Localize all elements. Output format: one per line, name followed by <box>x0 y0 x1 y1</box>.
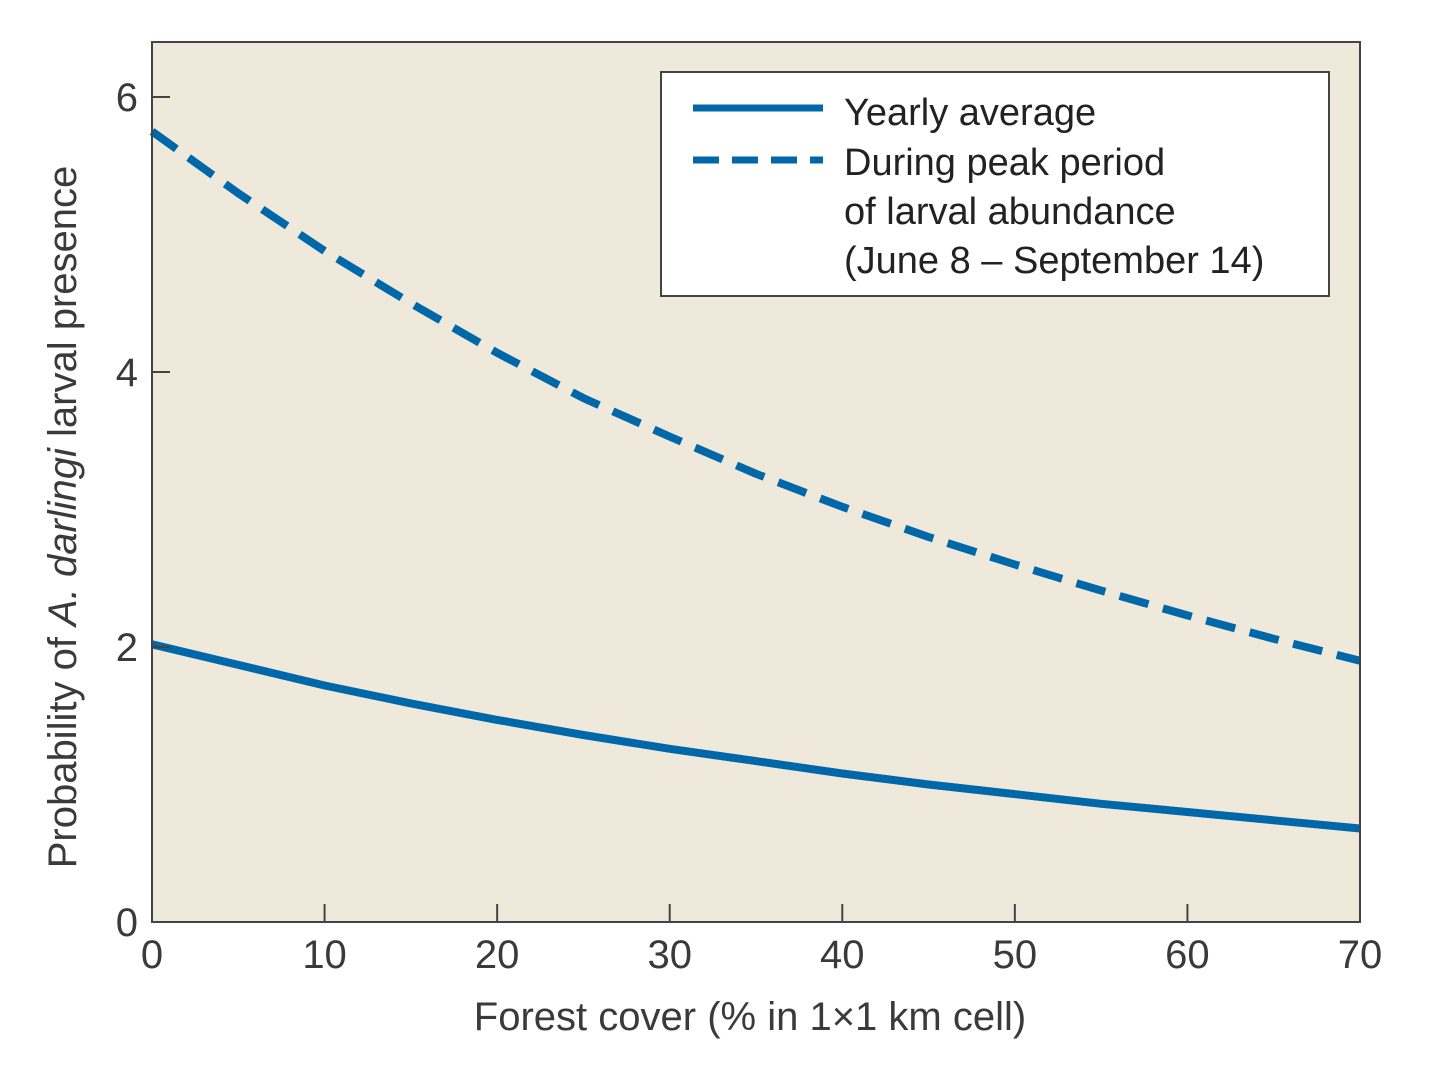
y-tick-label: 0 <box>116 901 138 945</box>
y-tick-label: 2 <box>116 626 138 670</box>
y-axis-title-species: A. darlingi <box>41 447 85 628</box>
x-tick-label: 30 <box>647 933 692 977</box>
series-line-peak-period <box>149 128 1361 665</box>
y-axis-title-prefix: Probability of <box>41 626 85 868</box>
legend-label-peak-period-line1: During peak period <box>844 142 1165 184</box>
x-tick-label: 20 <box>475 933 520 977</box>
x-tick-label: 40 <box>820 933 865 977</box>
x-tick-label: 60 <box>1165 933 1210 977</box>
y-axis: 0 2 4 6 <box>116 76 170 945</box>
legend-label-peak-period-line2: of larval abundance <box>844 191 1176 233</box>
legend-label-peak-period-line3: (June 8 – September 14) <box>844 240 1264 282</box>
x-tick-label: 50 <box>993 933 1038 977</box>
x-axis-title: Forest cover (% in 1×1 km cell) <box>474 995 1026 1039</box>
y-tick-label: 4 <box>116 351 138 395</box>
series-line-yearly-average <box>151 640 1361 833</box>
plot-frame <box>151 41 1361 923</box>
x-tick-label: 10 <box>302 933 347 977</box>
y-axis-title-suffix: larval presence <box>41 166 85 448</box>
x-tick-label: 0 <box>141 933 163 977</box>
y-axis-title: Probability of A. darlingi larval presen… <box>41 166 85 869</box>
legend: Yearly average During peak period of lar… <box>660 71 1330 297</box>
series-layer <box>149 128 1361 833</box>
legend-label-yearly-average: Yearly average <box>844 92 1096 134</box>
x-tick-label: 70 <box>1338 933 1383 977</box>
y-tick-label: 6 <box>116 76 138 120</box>
x-axis: 0 10 20 30 40 50 60 70 <box>141 904 1382 977</box>
